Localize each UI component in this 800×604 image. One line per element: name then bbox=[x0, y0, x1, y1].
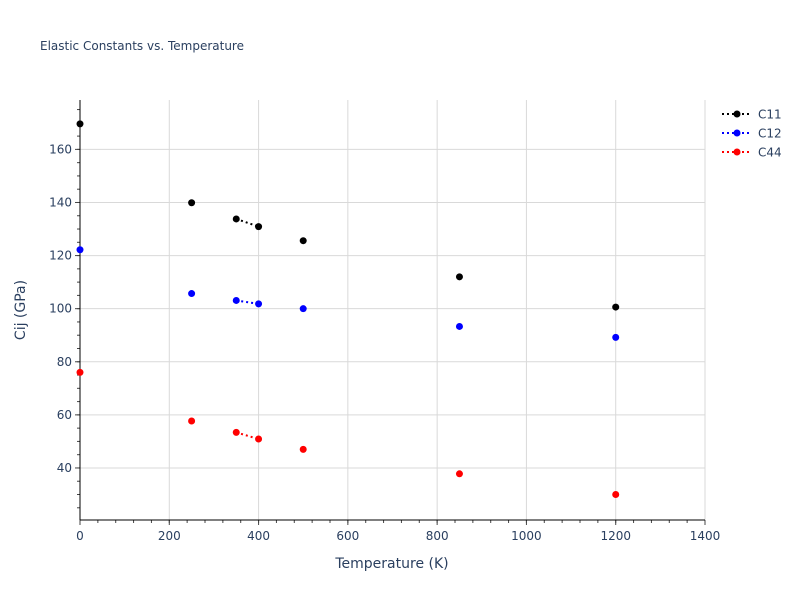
data-marks bbox=[76, 120, 620, 499]
x-axis-label: Temperature (K) bbox=[334, 556, 448, 572]
legend-marker bbox=[733, 148, 741, 156]
x-tick-label: 400 bbox=[247, 529, 270, 543]
y-tick-label: 120 bbox=[49, 249, 72, 263]
chart-title: Elastic Constants vs. Temperature bbox=[40, 39, 244, 53]
y-tick-label: 60 bbox=[57, 408, 72, 422]
x-tick-label: 600 bbox=[336, 529, 359, 543]
data-point-C12 bbox=[188, 290, 196, 298]
data-point-C11 bbox=[188, 199, 196, 207]
legend-item-C44[interactable]: C44 bbox=[722, 146, 782, 160]
data-point-C11 bbox=[299, 237, 307, 245]
legend[interactable]: C11 C12 C44 bbox=[722, 108, 782, 160]
y-tick-label: 100 bbox=[49, 302, 72, 316]
x-tick-label: 800 bbox=[426, 529, 449, 543]
data-point-C11 bbox=[612, 303, 620, 311]
legend-marker bbox=[733, 110, 741, 118]
y-tick-label: 160 bbox=[49, 142, 72, 156]
data-point-C44 bbox=[76, 368, 84, 376]
grid bbox=[80, 100, 706, 520]
y-tick-label: 80 bbox=[57, 355, 72, 369]
data-point-C44 bbox=[299, 445, 307, 453]
x-tick-label: 200 bbox=[158, 529, 181, 543]
legend-item-C12[interactable]: C12 bbox=[722, 127, 782, 141]
y-tick-label: 140 bbox=[49, 195, 72, 209]
data-point-C12 bbox=[255, 300, 263, 308]
data-point-C44 bbox=[188, 417, 196, 425]
series-line-C44 bbox=[235, 431, 259, 440]
data-point-C44 bbox=[232, 428, 240, 436]
series-line-C11 bbox=[235, 217, 259, 228]
legend-label: C44 bbox=[758, 146, 782, 160]
data-point-C12 bbox=[76, 246, 84, 254]
data-point-C11 bbox=[255, 223, 263, 231]
axes: 0 200 400 600 800 1000 1200 1400 40 60 80 100 120 140… bbox=[49, 100, 720, 543]
data-point-C44 bbox=[255, 435, 263, 443]
x-tick-label: 1400 bbox=[690, 529, 721, 543]
data-point-C12 bbox=[612, 333, 620, 341]
data-point-C12 bbox=[232, 296, 240, 304]
data-point-C11 bbox=[232, 215, 240, 223]
legend-label: C11 bbox=[758, 108, 782, 122]
y-axis-label: Cij (GPa) bbox=[13, 280, 29, 340]
legend-marker bbox=[733, 129, 741, 137]
x-tick-label: 1000 bbox=[511, 529, 542, 543]
data-point-C12 bbox=[455, 322, 463, 330]
data-point-C44 bbox=[612, 491, 620, 499]
data-point-C44 bbox=[455, 470, 463, 478]
data-point-C11 bbox=[76, 120, 84, 128]
series-line-C12 bbox=[236, 299, 259, 305]
data-point-C11 bbox=[455, 273, 463, 281]
legend-label: C12 bbox=[758, 127, 782, 141]
y-tick-label: 40 bbox=[57, 461, 72, 475]
data-point-C12 bbox=[299, 305, 307, 313]
x-tick-label: 1200 bbox=[600, 529, 631, 543]
legend-item-C11[interactable]: C11 bbox=[722, 108, 782, 122]
x-tick-label: 0 bbox=[76, 529, 84, 543]
